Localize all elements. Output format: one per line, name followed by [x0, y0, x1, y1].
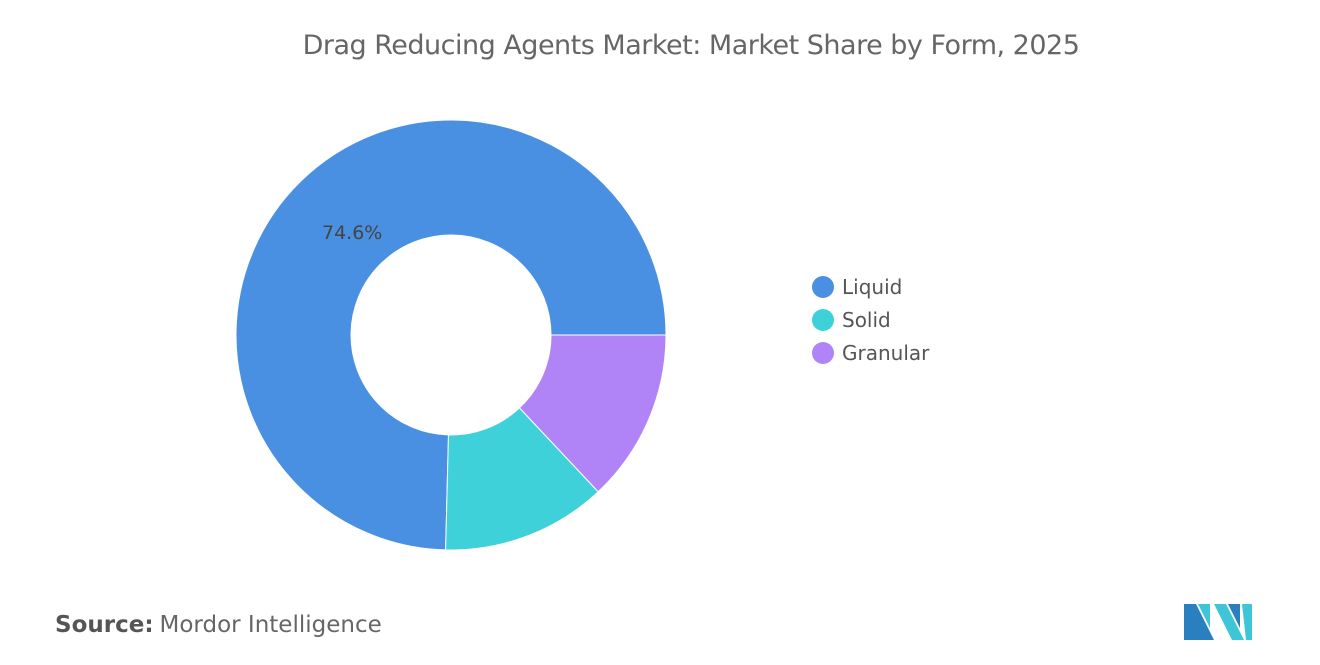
- chart-title: Drag Reducing Agents Market: Market Shar…: [302, 30, 1080, 61]
- legend-item-liquid: Liquid: [812, 270, 929, 303]
- slice-granular: [518, 334, 667, 493]
- legend-label: Liquid: [842, 274, 903, 299]
- mordor-intelligence-logo: [1184, 604, 1252, 640]
- legend: Liquid Solid Granular: [812, 270, 929, 369]
- legend-swatch: [812, 308, 834, 331]
- source-value: Mordor Intelligence: [159, 612, 382, 638]
- legend-label: Solid: [842, 307, 891, 332]
- source-label: Source:: [55, 612, 154, 638]
- legend-swatch: [812, 275, 834, 298]
- data-label-liquid: 74.6%: [322, 222, 382, 244]
- legend-item-solid: Solid: [812, 303, 929, 336]
- legend-label: Granular: [842, 340, 930, 365]
- slice-liquid: [235, 119, 667, 551]
- legend-item-granular: Granular: [812, 336, 929, 369]
- legend-swatch: [812, 341, 834, 364]
- source-note: Source: Mordor Intelligence: [55, 612, 382, 638]
